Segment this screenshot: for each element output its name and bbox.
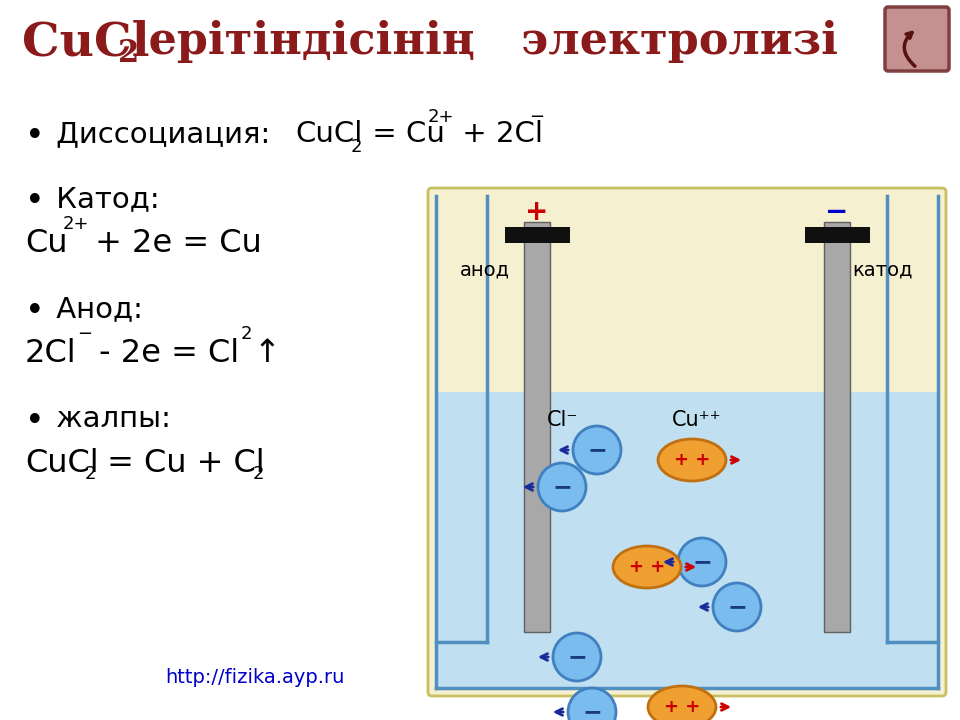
Text: 2: 2 — [241, 325, 252, 343]
Circle shape — [678, 538, 726, 586]
Text: 2: 2 — [118, 38, 139, 69]
Text: Анод:: Анод: — [47, 295, 143, 323]
FancyBboxPatch shape — [885, 7, 949, 71]
Text: −: − — [582, 700, 602, 720]
Text: = Cu: = Cu — [363, 120, 444, 148]
Text: −: − — [567, 645, 587, 669]
Text: −: − — [588, 438, 607, 462]
Bar — [824, 222, 850, 632]
Circle shape — [573, 426, 621, 474]
Circle shape — [568, 688, 616, 720]
Text: Cl⁻: Cl⁻ — [547, 410, 578, 430]
Bar — [505, 227, 570, 243]
Bar — [437, 197, 937, 392]
Circle shape — [538, 463, 586, 511]
Text: 2: 2 — [253, 465, 265, 483]
Text: анод: анод — [460, 260, 510, 279]
Bar — [805, 227, 870, 243]
Text: CuCl: CuCl — [295, 120, 362, 148]
Text: + +: + + — [629, 558, 665, 576]
FancyBboxPatch shape — [428, 188, 946, 696]
Text: •: • — [25, 185, 44, 218]
Bar — [524, 222, 550, 632]
Text: Катод:: Катод: — [47, 185, 159, 213]
Text: Cu: Cu — [25, 228, 67, 259]
Circle shape — [553, 633, 601, 681]
Ellipse shape — [613, 546, 681, 588]
Text: •: • — [25, 295, 44, 328]
Text: Диссоциация:: Диссоциация: — [47, 120, 271, 148]
Text: −: − — [77, 325, 92, 343]
Ellipse shape — [648, 686, 716, 720]
Text: катод: катод — [852, 260, 913, 279]
Text: 2+: 2+ — [63, 215, 89, 233]
Text: −: − — [692, 550, 712, 574]
Text: - 2e = Cl: - 2e = Cl — [89, 338, 239, 369]
Text: +: + — [525, 198, 549, 226]
Text: жалпы:: жалпы: — [47, 405, 171, 433]
Text: http://fizika.ayp.ru: http://fizika.ayp.ru — [165, 668, 345, 687]
Text: •: • — [25, 405, 44, 438]
Text: + 2e = Cu: + 2e = Cu — [85, 228, 262, 259]
Bar — [436, 392, 938, 688]
Text: 2: 2 — [85, 465, 97, 483]
Text: −: − — [529, 108, 544, 126]
Text: 2Cl: 2Cl — [25, 338, 77, 369]
Text: •: • — [25, 120, 44, 153]
Text: −: − — [826, 198, 849, 226]
Text: + +: + + — [664, 698, 700, 716]
Text: Cu⁺⁺: Cu⁺⁺ — [672, 410, 722, 430]
Text: CuCl: CuCl — [22, 20, 150, 66]
Text: −: − — [552, 475, 572, 499]
Text: + 2Cl: + 2Cl — [453, 120, 543, 148]
Text: = Cu + Cl: = Cu + Cl — [97, 448, 265, 479]
Ellipse shape — [658, 439, 726, 481]
Text: 2+: 2+ — [428, 108, 454, 126]
Text: ↑: ↑ — [253, 338, 280, 369]
Text: 2: 2 — [351, 138, 363, 156]
Text: CuCl: CuCl — [25, 448, 99, 479]
Text: + +: + + — [674, 451, 710, 469]
Circle shape — [713, 583, 761, 631]
Text: ерітіндісінің   электролизі: ерітіндісінің электролизі — [133, 20, 838, 63]
Text: −: − — [727, 595, 747, 619]
